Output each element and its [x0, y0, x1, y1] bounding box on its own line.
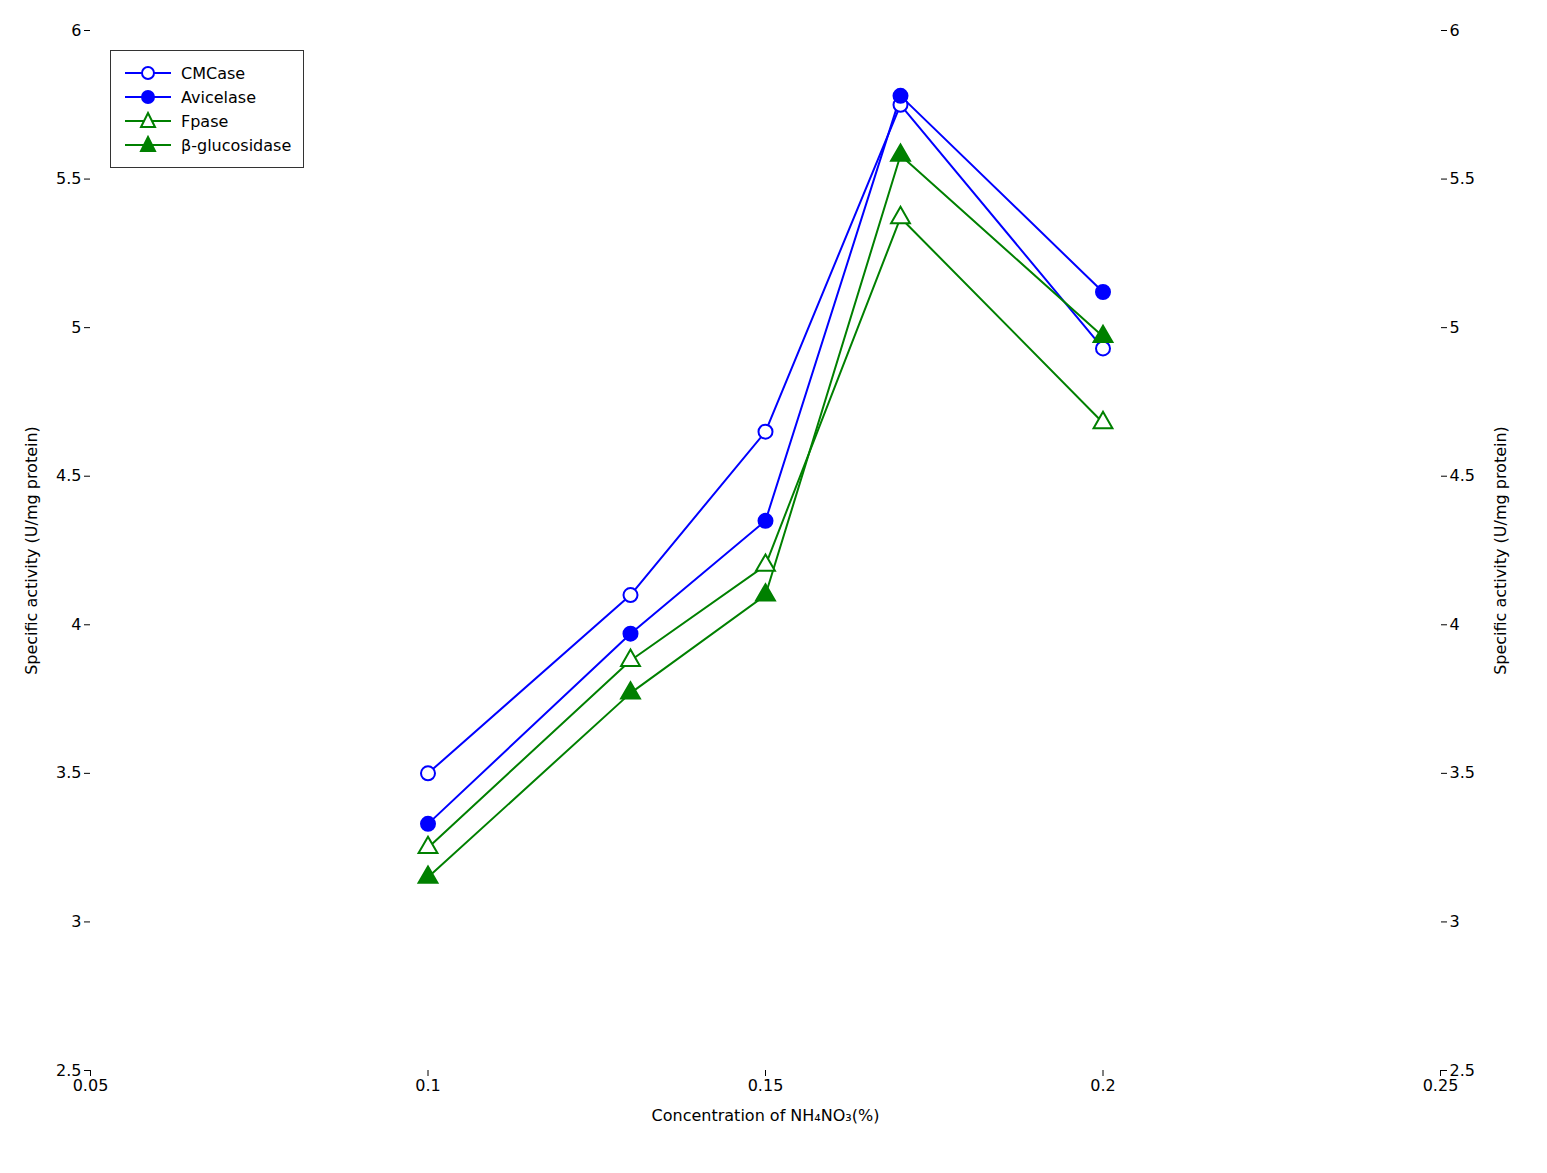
svg-text:3.5: 3.5 [56, 763, 81, 782]
html-text:β-glucosidase: β-glucosidase [181, 135, 292, 155]
svg-text:Specific activity (U/mg protei: Specific activity (U/mg protein) [1491, 426, 1510, 675]
svg-text:5: 5 [1450, 318, 1460, 337]
svg-text:0.1: 0.1 [415, 1076, 440, 1095]
svg-text:5.5: 5.5 [1450, 169, 1475, 188]
html-text:Fpase: Fpase [181, 111, 229, 131]
svg-text:3: 3 [1450, 912, 1460, 931]
svg-text:Specific activity (U/mg protei: Specific activity (U/mg protein) [22, 426, 41, 675]
svg-text:2.5: 2.5 [1450, 1061, 1475, 1080]
html-text:Avicelase: Avicelase [181, 87, 256, 107]
html-text:CMCase: CMCase [181, 63, 246, 83]
svg-text:5: 5 [71, 318, 81, 337]
svg-text:4: 4 [1450, 615, 1460, 634]
svg-text:6: 6 [1450, 21, 1460, 40]
svg-text:4: 4 [71, 615, 81, 634]
svg-text:0.2: 0.2 [1090, 1076, 1115, 1095]
svg-text:4.5: 4.5 [1450, 466, 1475, 485]
svg-text:3: 3 [71, 912, 81, 931]
svg-text:0.05: 0.05 [72, 1075, 109, 1095]
svg-text:4.5: 4.5 [56, 466, 81, 485]
svg-text:0.25: 0.25 [1422, 1075, 1459, 1095]
svg-text:6: 6 [71, 21, 81, 40]
svg-text:0.15: 0.15 [748, 1076, 784, 1095]
svg-text:Concentration of NH₄NO₃(%): Concentration of NH₄NO₃(%) [652, 1106, 880, 1125]
svg-text:3.5: 3.5 [1450, 763, 1475, 782]
svg-text:2.5: 2.5 [56, 1061, 81, 1080]
svg-text:5.5: 5.5 [56, 169, 81, 188]
